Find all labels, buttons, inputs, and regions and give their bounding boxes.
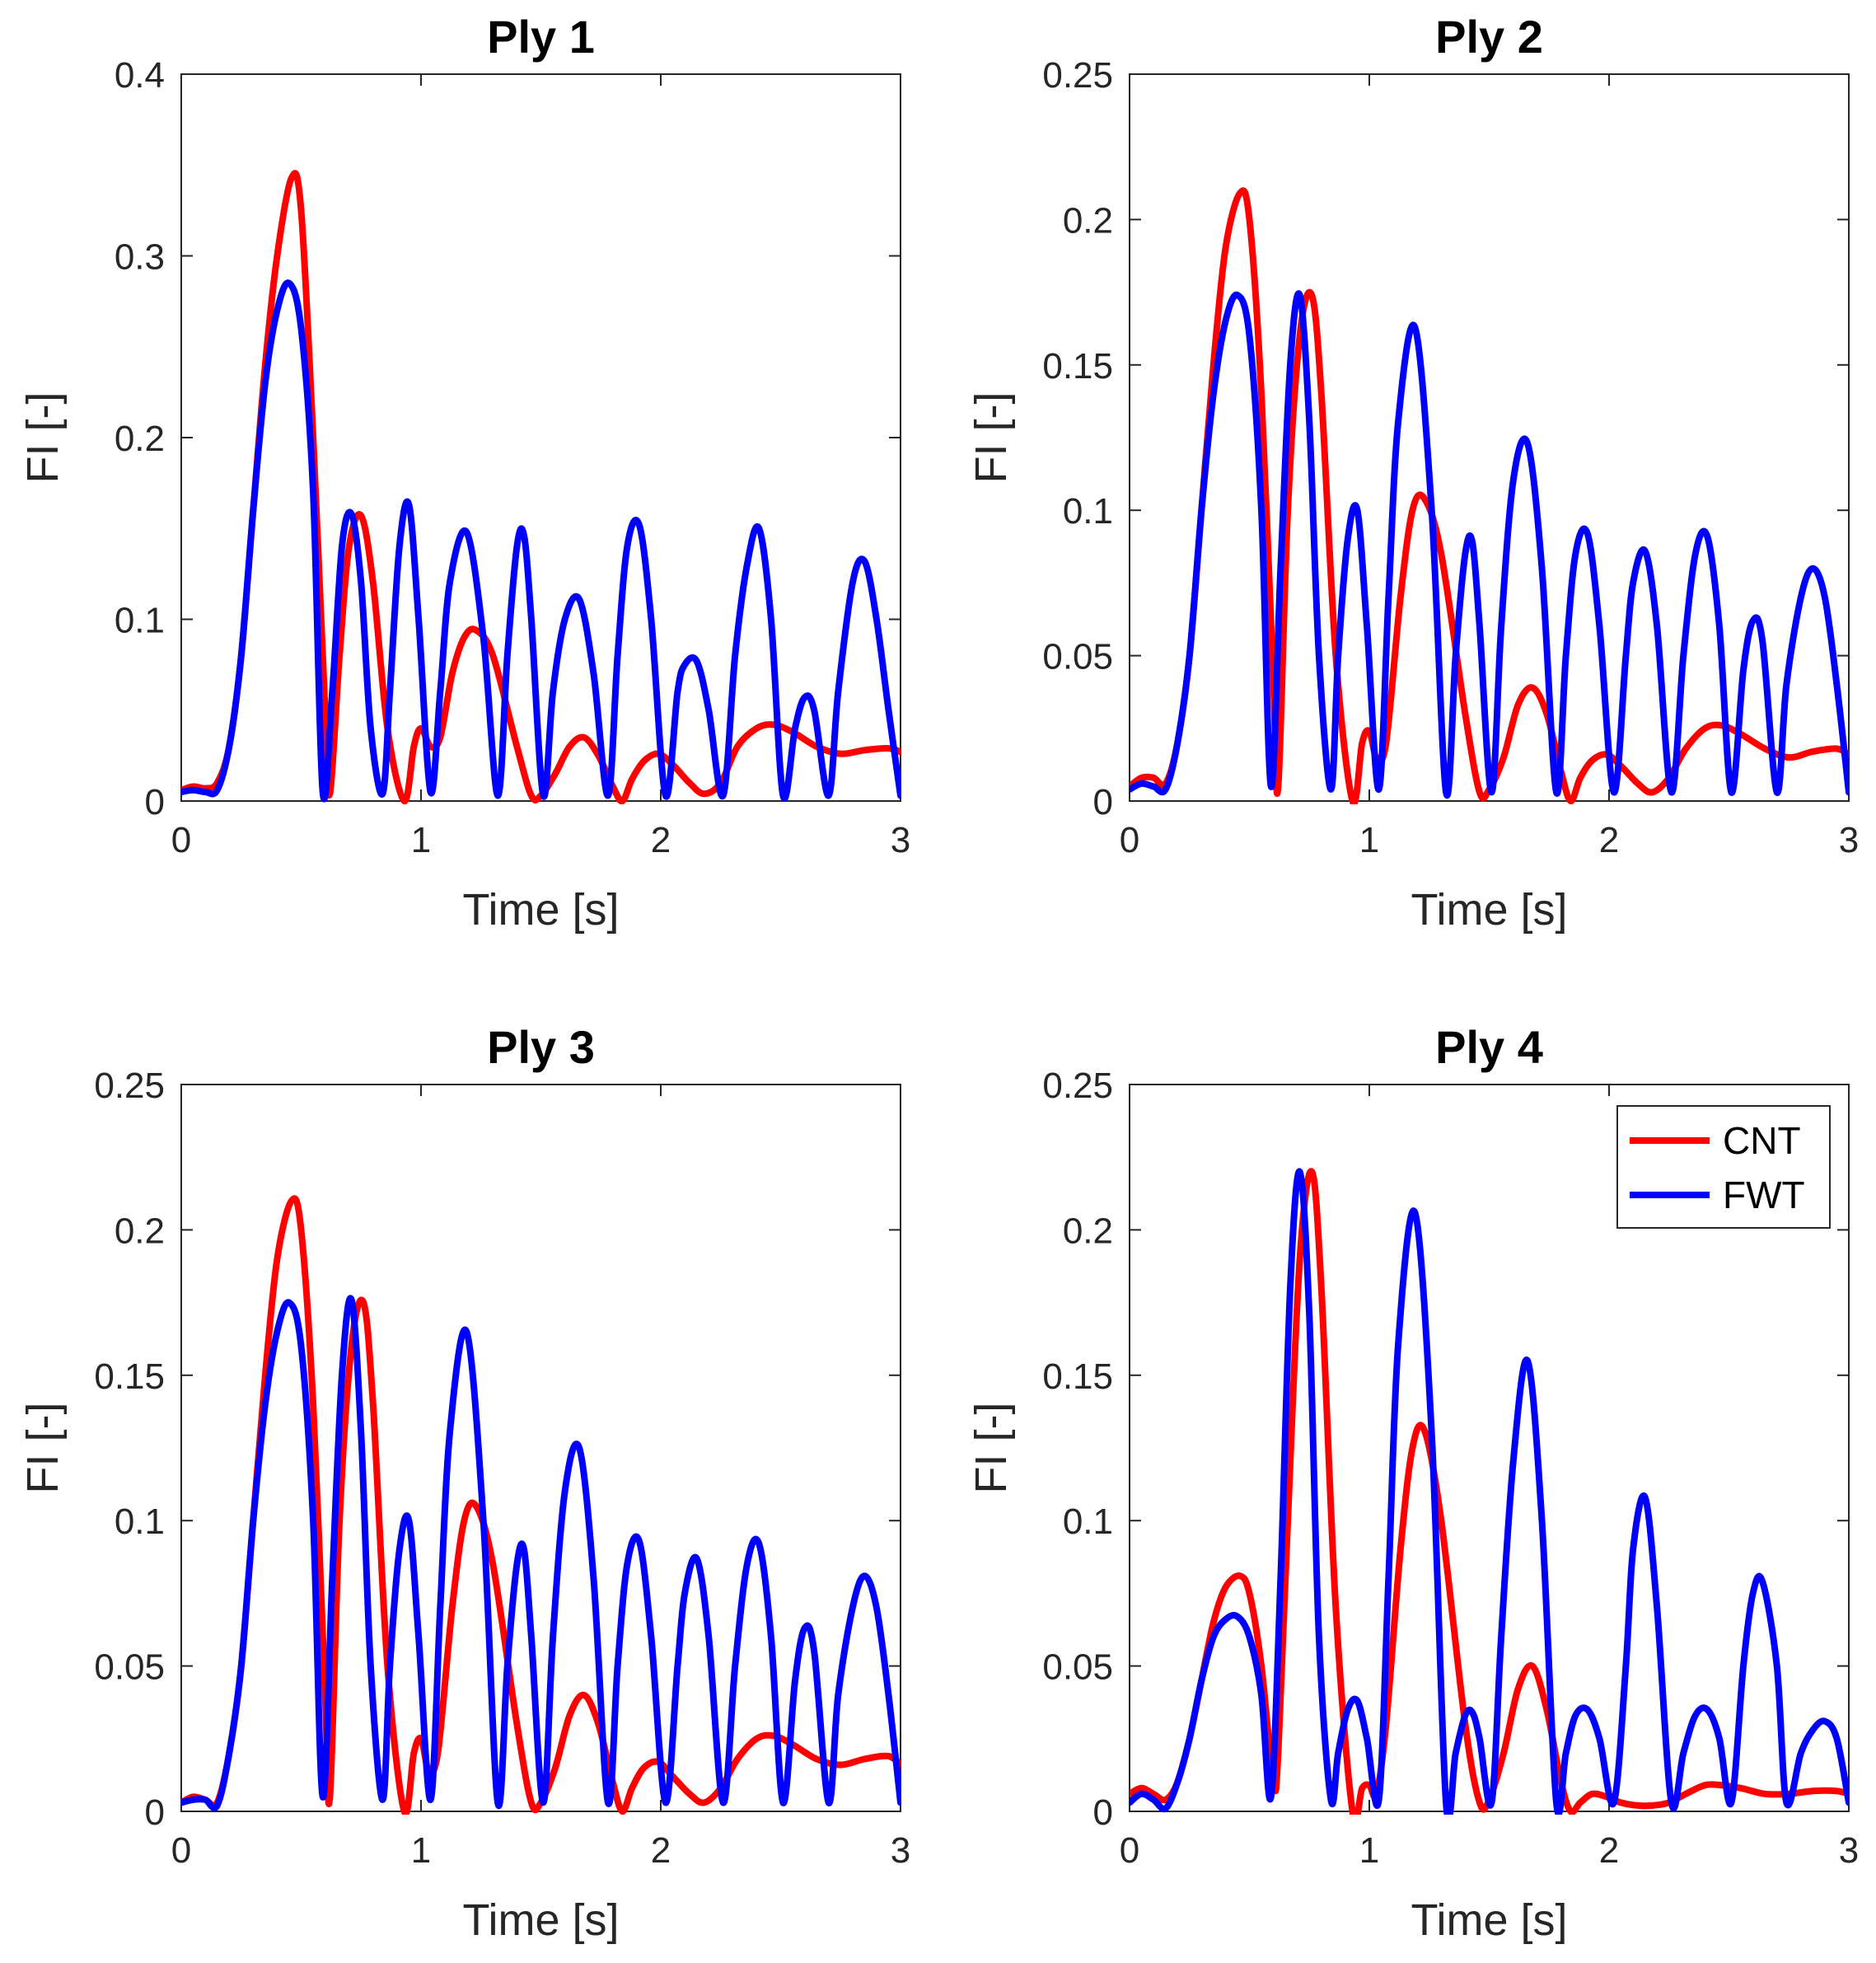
y-tick-label: 0.4 — [115, 55, 165, 96]
y-tick-label: 0 — [145, 782, 165, 822]
y-tick-label: 0 — [1093, 1792, 1113, 1833]
y-tick-label: 0.05 — [1042, 637, 1113, 677]
x-tick-label: 0 — [171, 1830, 191, 1871]
series-line-fwt — [181, 279, 901, 803]
x-tick-label: 1 — [1359, 1830, 1379, 1871]
y-tick-label: 0 — [145, 1792, 165, 1833]
plot-title: Ply 4 — [1435, 1021, 1543, 1073]
subplot-3: 0 1 2 3 0 0.05 0.1 0.15 0.2 0.25 Ply 3 Time [s] FI [… — [18, 1021, 910, 1945]
series-line-fwt — [1130, 1168, 1849, 1815]
x-axis-label: Time [s] — [1411, 885, 1567, 935]
series-line-fwt — [181, 1295, 901, 1811]
x-tick-label: 2 — [651, 1830, 671, 1871]
plot-title: Ply 3 — [487, 1021, 595, 1073]
y-tick-label: 0.05 — [1042, 1647, 1113, 1688]
x-axis-label: Time [s] — [462, 885, 619, 935]
y-axis-label: FI [-] — [18, 392, 68, 484]
plot-title: Ply 2 — [1435, 11, 1543, 63]
y-axis-label: FI [-] — [966, 392, 1016, 484]
subplot-2: 0 1 2 3 0 0.05 0.1 0.15 0.2 0.25 Ply 2 Time [s] FI [… — [966, 11, 1859, 935]
series-line-cnt — [1130, 1168, 1849, 1815]
series-line-fwt — [1130, 290, 1849, 799]
x-tick-label: 1 — [1359, 820, 1379, 860]
x-tick-label: 1 — [411, 820, 431, 860]
plot-title: Ply 1 — [487, 11, 595, 63]
y-tick-label: 0.1 — [1063, 1502, 1113, 1542]
y-tick-label: 0.25 — [94, 1066, 165, 1106]
y-tick-label: 0.1 — [115, 601, 165, 641]
x-tick-label: 0 — [1120, 820, 1139, 860]
x-tick-label: 1 — [411, 1830, 431, 1871]
subplot-4: 0 1 2 3 0 0.05 0.1 0.15 0.2 0.25 Ply 4 Time [s] FI [… — [966, 1021, 1859, 1945]
y-tick-label: 0.2 — [115, 1211, 165, 1251]
legend-box — [1616, 1105, 1831, 1229]
legend-label-fwt: FWT — [1723, 1174, 1805, 1216]
y-tick-label: 0 — [1093, 782, 1113, 822]
legend-label-cnt: CNT — [1723, 1119, 1801, 1162]
axes-box — [1129, 73, 1850, 802]
y-tick-label: 0.05 — [94, 1647, 165, 1688]
y-axis-label: FI [-] — [966, 1403, 1016, 1494]
y-tick-label: 0.1 — [1063, 491, 1113, 532]
legend: CNT FWT — [1616, 1105, 1831, 1229]
y-tick-label: 0.25 — [1042, 1066, 1113, 1106]
y-tick-label: 0.25 — [1042, 55, 1113, 96]
y-tick-label: 0.2 — [115, 419, 165, 459]
x-axis-label: Time [s] — [462, 1895, 619, 1945]
y-tick-label: 0.15 — [1042, 1356, 1113, 1397]
x-tick-label: 0 — [1120, 1830, 1139, 1871]
x-tick-label: 3 — [1839, 1830, 1859, 1871]
y-tick-label: 0.3 — [115, 237, 165, 278]
x-tick-label: 0 — [171, 820, 191, 860]
y-axis-label: FI [-] — [18, 1403, 68, 1494]
x-tick-label: 2 — [651, 820, 671, 860]
x-tick-label: 2 — [1599, 1830, 1619, 1871]
x-tick-label: 2 — [1599, 820, 1619, 860]
y-tick-label: 0.2 — [1063, 200, 1113, 241]
y-tick-label: 0.15 — [94, 1356, 165, 1397]
x-axis-label: Time [s] — [1411, 1895, 1567, 1945]
y-tick-label: 0.15 — [1042, 346, 1113, 387]
x-tick-label: 3 — [891, 1830, 910, 1871]
y-tick-label: 0.1 — [115, 1502, 165, 1542]
x-tick-label: 3 — [891, 820, 910, 860]
subplot-1: 0 1 2 3 0 0.1 0.2 0.3 0.4 Ply 1 Time [s] FI [-] — [18, 11, 910, 935]
x-tick-label: 3 — [1839, 820, 1859, 860]
y-tick-label: 0.2 — [1063, 1211, 1113, 1251]
